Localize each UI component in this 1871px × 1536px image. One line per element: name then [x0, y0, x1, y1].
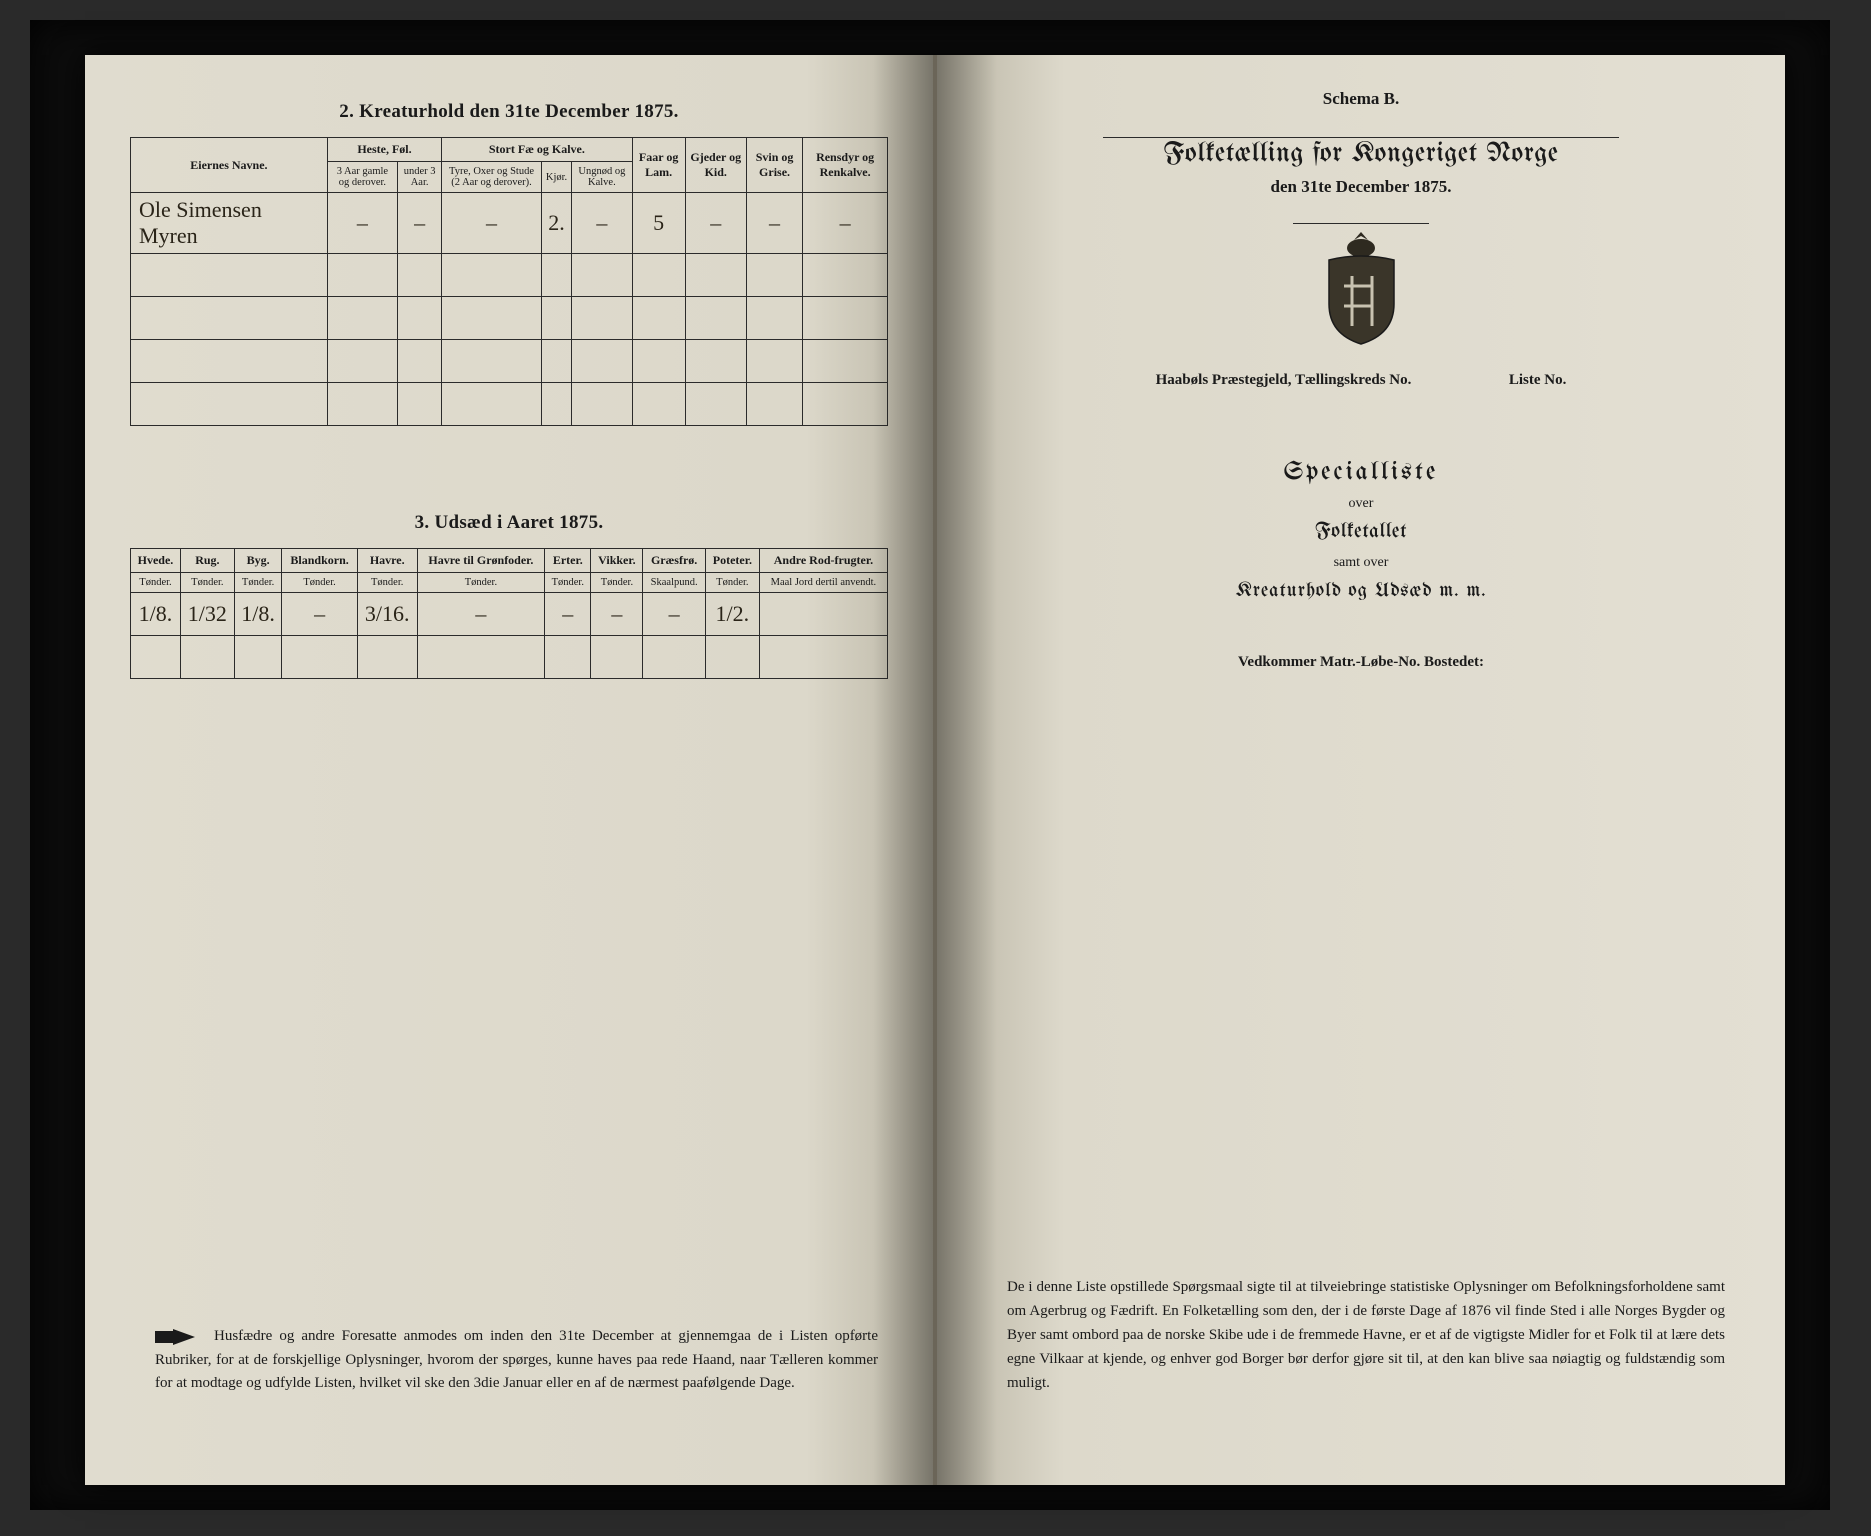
cell: –	[685, 193, 746, 254]
th-eier: Eiernes Navne.	[131, 138, 328, 193]
cell: –	[545, 593, 591, 636]
cell: 1/8.	[131, 593, 181, 636]
udsaed-table: Hvede.Rug.Byg.Blandkorn.Havre.Havre til …	[130, 548, 888, 679]
cell	[759, 593, 887, 636]
th-sub-7: Tønder.	[591, 573, 643, 593]
cell	[234, 636, 282, 679]
cell	[417, 636, 544, 679]
description-paragraph: De i denne Liste opstillede Spørgsmaal s…	[1007, 1275, 1725, 1395]
th-sub-10: Maal Jord dertil anvendt.	[759, 573, 887, 593]
th-heste-1: 3 Aar gamle og derover.	[327, 162, 397, 193]
th-sub-8: Skaalpund.	[643, 573, 706, 593]
cell	[180, 636, 234, 679]
cell: –	[572, 193, 632, 254]
coat-of-arms-icon	[1314, 226, 1409, 346]
schema-label: Schema B.	[982, 89, 1740, 109]
th-10: Andre Rod-frugter.	[759, 549, 887, 573]
table-row	[131, 636, 888, 679]
open-book: 2. Kreaturhold den 31te December 1875. E…	[85, 55, 1785, 1485]
folketallet-heading: Folketallet	[982, 522, 1740, 543]
cell: –	[417, 593, 544, 636]
left-page: 2. Kreaturhold den 31te December 1875. E…	[85, 55, 935, 1485]
parish-line: Haabøls Præstegjeld, Tællingskreds No. L…	[982, 372, 1740, 389]
instruction-text: Husfædre og andre Foresatte anmodes om i…	[155, 1328, 878, 1391]
vedkommer-line: Vedkommer Matr.-Løbe-No. Bostedet:	[982, 654, 1740, 671]
th-storfe-group: Stort Fæ og Kalve.	[442, 138, 632, 162]
cell	[282, 636, 357, 679]
th-sub-3: Tønder.	[282, 573, 357, 593]
th-storfe-3: Ungnød og Kalve.	[572, 162, 632, 193]
table-row: 1/8.1/321/8.–3/16.––––1/2.	[131, 593, 888, 636]
right-page: Schema B. Folketælling for Kongeriget No…	[935, 55, 1785, 1485]
cell	[357, 636, 417, 679]
th-sub-6: Tønder.	[545, 573, 591, 593]
cell: –	[643, 593, 706, 636]
th-1: Rug.	[180, 549, 234, 573]
cell: –	[746, 193, 802, 254]
parish-text: Haabøls Præstegjeld, Tællingskreds No.	[1156, 372, 1412, 388]
section3-title: 3. Udsæd i Aaret 1875.	[130, 512, 888, 534]
specialliste-heading: Specialliste	[982, 459, 1740, 486]
th-storfe-1: Tyre, Oxer og Stude (2 Aar og derover).	[442, 162, 542, 193]
cell: 1/2.	[705, 593, 759, 636]
cell: 1/8.	[234, 593, 282, 636]
table-row	[131, 297, 888, 340]
th-8: Græsfrø.	[643, 549, 706, 573]
cell	[705, 636, 759, 679]
th-0: Hvede.	[131, 549, 181, 573]
cell: –	[398, 193, 442, 254]
th-gjeder: Gjeder og Kid.	[685, 138, 746, 193]
th-storfe-2: Kjør.	[541, 162, 571, 193]
th-9: Poteter.	[705, 549, 759, 573]
th-faar: Faar og Lam.	[632, 138, 685, 193]
samt-over-label: samt over	[982, 555, 1740, 571]
cell	[643, 636, 706, 679]
kreaturhold-heading: Kreaturhold og Udsæd m. m.	[982, 581, 1740, 602]
th-sub-0: Tønder.	[131, 573, 181, 593]
kreaturhold-table: Eiernes Navne. Heste, Føl. Stort Fæ og K…	[130, 137, 888, 426]
instruction-paragraph: Husfædre og andre Foresatte anmodes om i…	[155, 1325, 878, 1395]
cell: –	[442, 193, 542, 254]
th-5: Havre til Grønfoder.	[417, 549, 544, 573]
th-sub-4: Tønder.	[357, 573, 417, 593]
cell: –	[327, 193, 397, 254]
th-4: Havre.	[357, 549, 417, 573]
th-7: Vikker.	[591, 549, 643, 573]
th-2: Byg.	[234, 549, 282, 573]
th-sub-9: Tønder.	[705, 573, 759, 593]
cell: 5	[632, 193, 685, 254]
liste-no-label: Liste No.	[1509, 372, 1567, 388]
table-row	[131, 254, 888, 297]
cell	[131, 636, 181, 679]
cell-name: Ole Simensen Myren	[139, 197, 262, 248]
th-rensdyr: Rensdyr og Renkalve.	[803, 138, 888, 193]
scan-background: 2. Kreaturhold den 31te December 1875. E…	[30, 20, 1830, 1510]
cell	[759, 636, 887, 679]
th-heste-2: under 3 Aar.	[398, 162, 442, 193]
th-sub-2: Tønder.	[234, 573, 282, 593]
cell: 2.	[541, 193, 571, 254]
th-svin: Svin og Grise.	[746, 138, 802, 193]
th-heste-group: Heste, Føl.	[327, 138, 441, 162]
table-row	[131, 383, 888, 426]
th-sub-5: Tønder.	[417, 573, 544, 593]
cell: –	[591, 593, 643, 636]
cell: –	[282, 593, 357, 636]
section2-title: 2. Kreaturhold den 31te December 1875.	[130, 101, 888, 123]
cell	[545, 636, 591, 679]
over-label: over	[982, 496, 1740, 512]
cell: 1/32	[180, 593, 234, 636]
census-date: den 31te December 1875.	[982, 177, 1740, 197]
table-row	[131, 340, 888, 383]
th-6: Erter.	[545, 549, 591, 573]
th-3: Blandkorn.	[282, 549, 357, 573]
pointing-hand-icon	[155, 1327, 197, 1347]
cell: –	[803, 193, 888, 254]
th-sub-1: Tønder.	[180, 573, 234, 593]
census-title: Folketælling for Kongeriget Norge	[982, 140, 1740, 169]
cell	[591, 636, 643, 679]
cell: 3/16.	[357, 593, 417, 636]
table-row: Ole Simensen Myren – – – 2. – 5 – – –	[131, 193, 888, 254]
